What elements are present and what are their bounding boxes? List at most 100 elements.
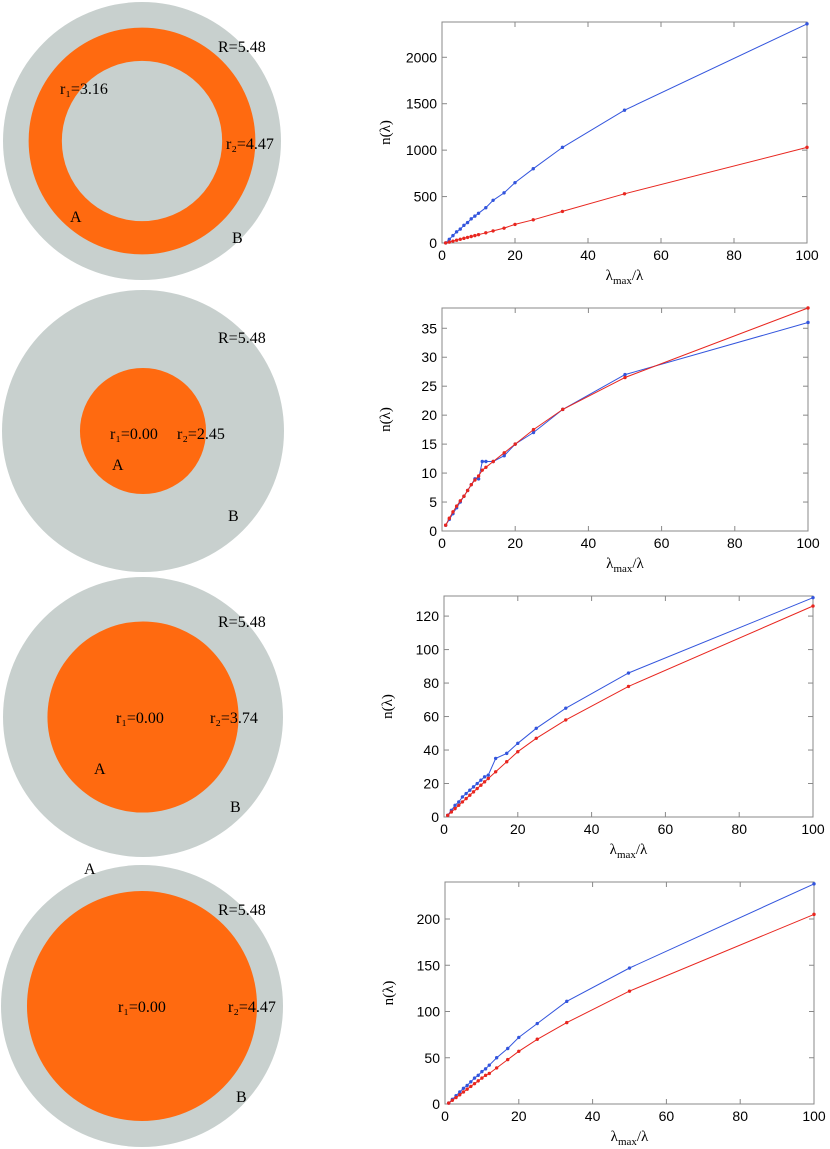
series-line-blue: [445, 322, 809, 526]
data-point-blue: [465, 1083, 469, 1088]
x-tick-label: 0: [440, 821, 448, 837]
chart: 0 20 40 60 80 100 0 20 40 60 80 100 120 n(λ) λmax/λ: [380, 595, 825, 861]
y-tick-label: 500: [414, 189, 438, 205]
series-line-red: [447, 605, 814, 816]
data-point-blue: [565, 999, 569, 1004]
data-point-red: [464, 796, 468, 801]
data-point-red: [516, 750, 520, 754]
data-point-red: [513, 442, 517, 446]
data-point-red: [472, 1081, 477, 1086]
data-point-red: [535, 1037, 539, 1041]
data-point-red: [462, 236, 466, 241]
data-point-blue: [475, 781, 479, 786]
data-point-blue: [487, 1063, 491, 1067]
data-point-blue: [560, 145, 565, 150]
x-tick-label: 40: [581, 535, 597, 551]
data-point-red: [469, 482, 473, 487]
data-point-blue: [468, 788, 472, 792]
data-point-blue: [453, 803, 457, 807]
data-point-red: [457, 803, 461, 807]
data-point-red: [482, 780, 487, 784]
data-point-blue: [465, 220, 470, 225]
R-label: R=5.48: [218, 902, 266, 919]
data-point-red: [812, 912, 816, 917]
x-tick-label: 80: [731, 821, 747, 837]
data-point-red: [505, 760, 509, 764]
data-point-red: [465, 1087, 469, 1091]
data-point-red: [565, 1020, 569, 1025]
data-point-blue: [473, 214, 477, 218]
panel-2: R=5.48 r₁=0.00 r₂=2.45 A B 0 20 40 60 80 100 0 5 10 15…: [2, 290, 820, 575]
series-line-blue: [445, 23, 808, 244]
data-point-red: [461, 1090, 466, 1094]
data-point-red: [493, 770, 498, 774]
data-point-red: [454, 238, 459, 242]
x-tick-label: 100: [802, 1108, 826, 1124]
x-tick-label: 0: [438, 535, 446, 551]
data-point-red: [491, 459, 495, 464]
data-point-red: [491, 229, 495, 233]
data-point-blue: [457, 800, 461, 804]
data-point-red: [484, 231, 488, 235]
data-point-red: [561, 407, 565, 412]
y-tick-label: 0: [431, 809, 439, 825]
data-point-red: [623, 375, 627, 380]
y-tick-label: 100: [417, 1004, 441, 1020]
data-point-red: [473, 233, 477, 238]
x-axis-label-rest: /λ: [636, 842, 648, 858]
data-point-red: [460, 800, 465, 804]
x-tick-label: 100: [796, 535, 820, 551]
data-point-red: [445, 813, 450, 818]
x-tick-label: 20: [507, 247, 523, 263]
data-point-red: [447, 516, 452, 520]
data-point-blue: [484, 459, 488, 464]
data-point-blue: [516, 741, 520, 746]
y-tick-label: 1000: [406, 142, 437, 158]
B-label: B: [228, 508, 239, 525]
x-axis-label-lambda: λ: [610, 842, 618, 858]
x-tick-label: 0: [438, 247, 446, 263]
data-point-red: [622, 192, 627, 196]
x-axis-label-sub: max: [613, 275, 632, 287]
r2-label: r₂=2.45: [177, 426, 225, 443]
R-label: R=5.48: [218, 614, 266, 631]
data-point-red: [471, 790, 476, 794]
data-point-blue: [623, 372, 627, 377]
data-point-blue: [461, 1086, 466, 1090]
y-tick-label: 10: [421, 465, 437, 481]
region-diagram: R=5.48 r₁=0.00 r₂=3.74 A B: [3, 577, 283, 857]
data-point-blue: [531, 430, 536, 435]
x-axis-label: λmax/λ: [610, 842, 648, 861]
data-point-blue: [513, 180, 517, 185]
r1-label: r₁=3.16: [60, 81, 108, 98]
x-tick-label: 60: [658, 821, 674, 837]
data-point-blue: [535, 1021, 539, 1026]
data-point-blue: [805, 22, 809, 26]
y-axis-label: n(λ): [378, 120, 394, 145]
data-point-blue: [480, 1069, 484, 1074]
series-red: [443, 306, 810, 527]
region-A-disk: [79, 367, 207, 495]
data-point-red: [531, 427, 536, 432]
data-point-blue: [502, 454, 506, 458]
x-tick-label: 40: [585, 1108, 601, 1124]
data-point-blue: [564, 706, 568, 710]
y-tick-label: 100: [416, 642, 440, 658]
data-point-red: [453, 806, 457, 811]
data-point-blue: [531, 167, 535, 171]
data-point-blue: [469, 217, 473, 221]
data-point-red: [479, 783, 483, 787]
data-point-red: [484, 465, 488, 469]
data-point-blue: [476, 211, 481, 215]
data-point-blue: [476, 1073, 480, 1078]
region-A-disk: [26, 890, 258, 1122]
plot-frame: [441, 307, 809, 532]
x-axis-label-lambda: λ: [606, 268, 614, 284]
x-tick-label: 20: [507, 535, 523, 551]
region-diagram: R=5.48 r₁=0.00 r₂=4.47 A B: [1, 861, 283, 1147]
r1-label: r₁=0.00: [116, 710, 164, 727]
data-point-blue: [506, 1046, 510, 1051]
series-line-red: [445, 146, 808, 244]
x-axis-label-sub: max: [613, 563, 632, 575]
data-point-blue: [458, 227, 462, 231]
